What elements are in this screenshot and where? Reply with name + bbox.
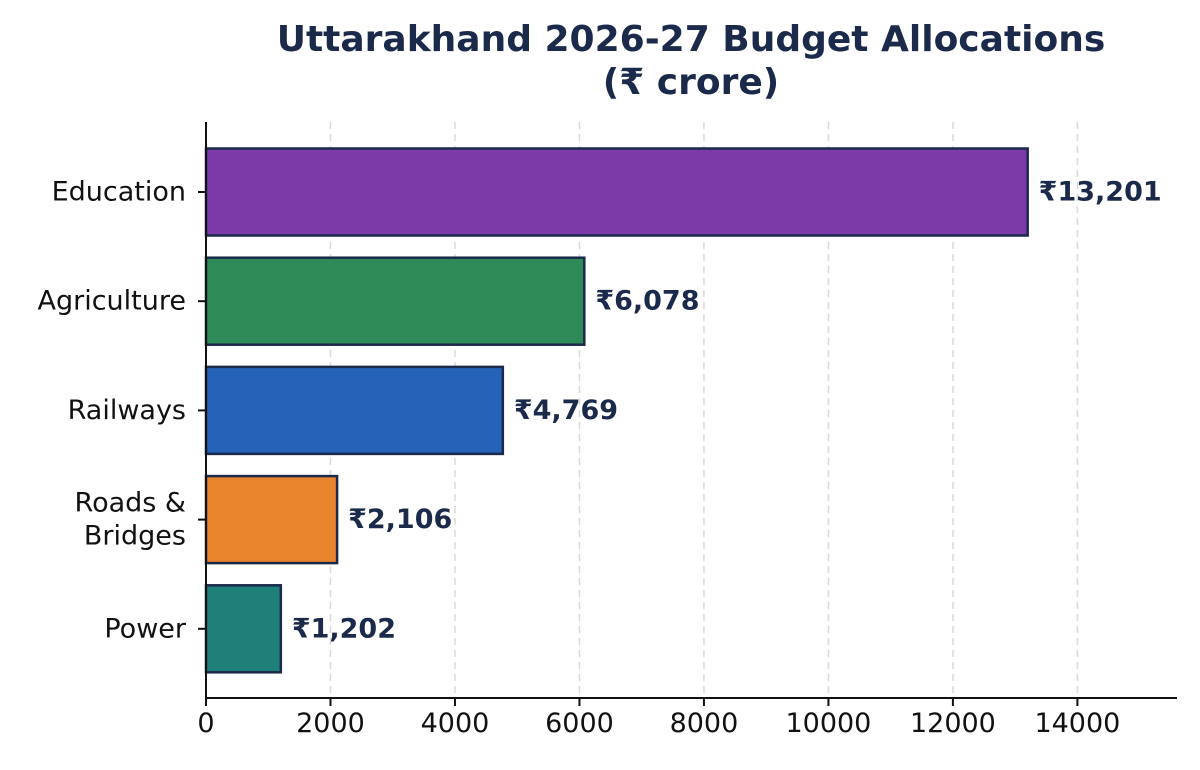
bar-1 (204, 256, 586, 346)
value-label-1: ₹6,078 (595, 286, 699, 317)
x-tick-label-2: 4000 (421, 708, 490, 739)
chart-subtitle: (₹ crore) (602, 62, 780, 103)
category-label-2: Railways (68, 395, 186, 426)
value-label-2: ₹4,769 (514, 395, 618, 426)
category-label-1: Agriculture (38, 286, 187, 317)
chart-title: Uttarakhand 2026-27 Budget Allocations (276, 19, 1106, 60)
category-label-0: Education (52, 177, 186, 208)
value-label-0: ₹13,201 (1039, 177, 1162, 208)
bar-0 (204, 147, 1029, 237)
value-label-4: ₹1,202 (292, 613, 396, 644)
x-tick-label-0: 0 (197, 708, 214, 739)
category-label-4: Power (104, 613, 187, 644)
bar-4 (204, 584, 283, 674)
x-tick-label-5: 10000 (785, 708, 871, 739)
x-tick-label-7: 14000 (1034, 708, 1120, 739)
bar-2 (204, 365, 505, 456)
x-tick-label-3: 6000 (545, 708, 614, 739)
x-tick-label-4: 8000 (670, 708, 739, 739)
x-tick-label-6: 12000 (910, 708, 996, 739)
x-tick-label-1: 2000 (296, 708, 365, 739)
value-label-3: ₹2,106 (348, 504, 452, 535)
category-label-3: Roads & Bridges (75, 488, 186, 552)
bar-3 (204, 474, 339, 565)
